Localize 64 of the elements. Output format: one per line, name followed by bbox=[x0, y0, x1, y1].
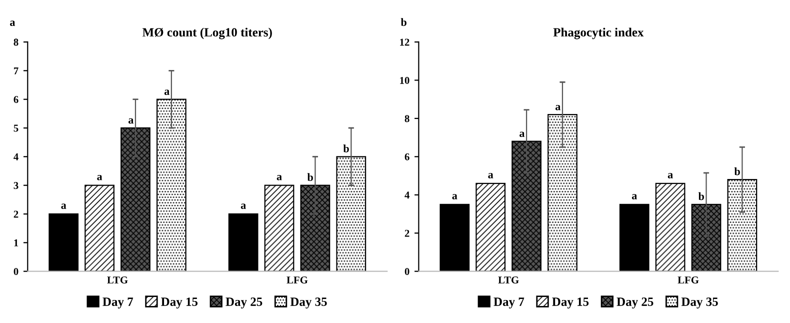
bar bbox=[300, 184, 330, 272]
y-tick-label: 6 bbox=[404, 153, 410, 160]
data-label: a bbox=[488, 173, 494, 178]
data-label: a bbox=[668, 173, 673, 178]
legend-label: Day 25 bbox=[226, 298, 262, 309]
data-label: b bbox=[734, 167, 740, 176]
y-tick-label: 5 bbox=[14, 124, 18, 132]
data-label: a bbox=[452, 194, 458, 200]
bar bbox=[548, 114, 578, 272]
y-tick-label: 4 bbox=[404, 192, 410, 198]
chart-title: Phagocytic index bbox=[553, 28, 644, 40]
bar bbox=[336, 156, 366, 272]
bar bbox=[156, 98, 186, 272]
data-label: a bbox=[632, 194, 637, 200]
legend-label: Day 15 bbox=[161, 298, 198, 309]
data-label: a bbox=[276, 174, 282, 180]
y-tick-label: 10 bbox=[400, 76, 410, 84]
bar bbox=[120, 127, 150, 272]
y-tick-label: 0 bbox=[14, 268, 18, 276]
legend-label: Day 25 bbox=[616, 298, 654, 309]
legend-label: Day 35 bbox=[290, 298, 327, 309]
bar bbox=[48, 213, 79, 272]
data-label: a bbox=[164, 90, 170, 95]
x-tick-label: LTG bbox=[498, 276, 519, 284]
data-label: a bbox=[61, 204, 66, 209]
data-label: a bbox=[555, 104, 561, 110]
bar bbox=[476, 182, 506, 272]
data-label: b bbox=[307, 173, 313, 181]
bar bbox=[655, 182, 686, 272]
chart-title: MØ count (Log10 titers) bbox=[142, 28, 272, 40]
data-label: a bbox=[128, 118, 134, 124]
y-tick-label: 2 bbox=[404, 230, 410, 237]
text: a bbox=[10, 20, 16, 26]
y-tick-label: 2 bbox=[14, 210, 18, 218]
data-label: a bbox=[97, 174, 102, 180]
bar bbox=[84, 184, 114, 272]
y-tick-label: 12 bbox=[400, 38, 410, 46]
x-tick-label: LTG bbox=[107, 276, 128, 284]
y-tick-label: 0 bbox=[404, 268, 410, 276]
bar bbox=[691, 204, 722, 272]
bar bbox=[512, 140, 542, 272]
y-tick-label: 1 bbox=[14, 239, 18, 246]
data-label: a bbox=[240, 204, 246, 209]
bar bbox=[619, 204, 650, 272]
y-tick-label: 4 bbox=[14, 153, 18, 160]
bar bbox=[440, 204, 470, 272]
y-tick-label: 8 bbox=[404, 115, 410, 122]
y-tick-label: 8 bbox=[14, 38, 18, 46]
data-label: b bbox=[698, 192, 704, 200]
legend-label: Day 35 bbox=[681, 298, 718, 309]
y-tick-label: 3 bbox=[14, 182, 18, 190]
legend-label: Day 7 bbox=[494, 298, 524, 309]
legend-label: Day 7 bbox=[102, 298, 134, 309]
data-label: b bbox=[343, 144, 349, 152]
y-tick-label: 7 bbox=[14, 67, 18, 74]
x-tick-label: LFG bbox=[678, 276, 699, 284]
text: b bbox=[400, 18, 406, 26]
bar bbox=[727, 179, 758, 272]
y-tick-label: 6 bbox=[14, 96, 18, 104]
data-label: a bbox=[520, 132, 525, 138]
bar bbox=[264, 184, 294, 272]
bar bbox=[228, 213, 258, 272]
legend-label: Day 15 bbox=[552, 298, 589, 309]
x-tick-label: LFG bbox=[286, 276, 308, 284]
